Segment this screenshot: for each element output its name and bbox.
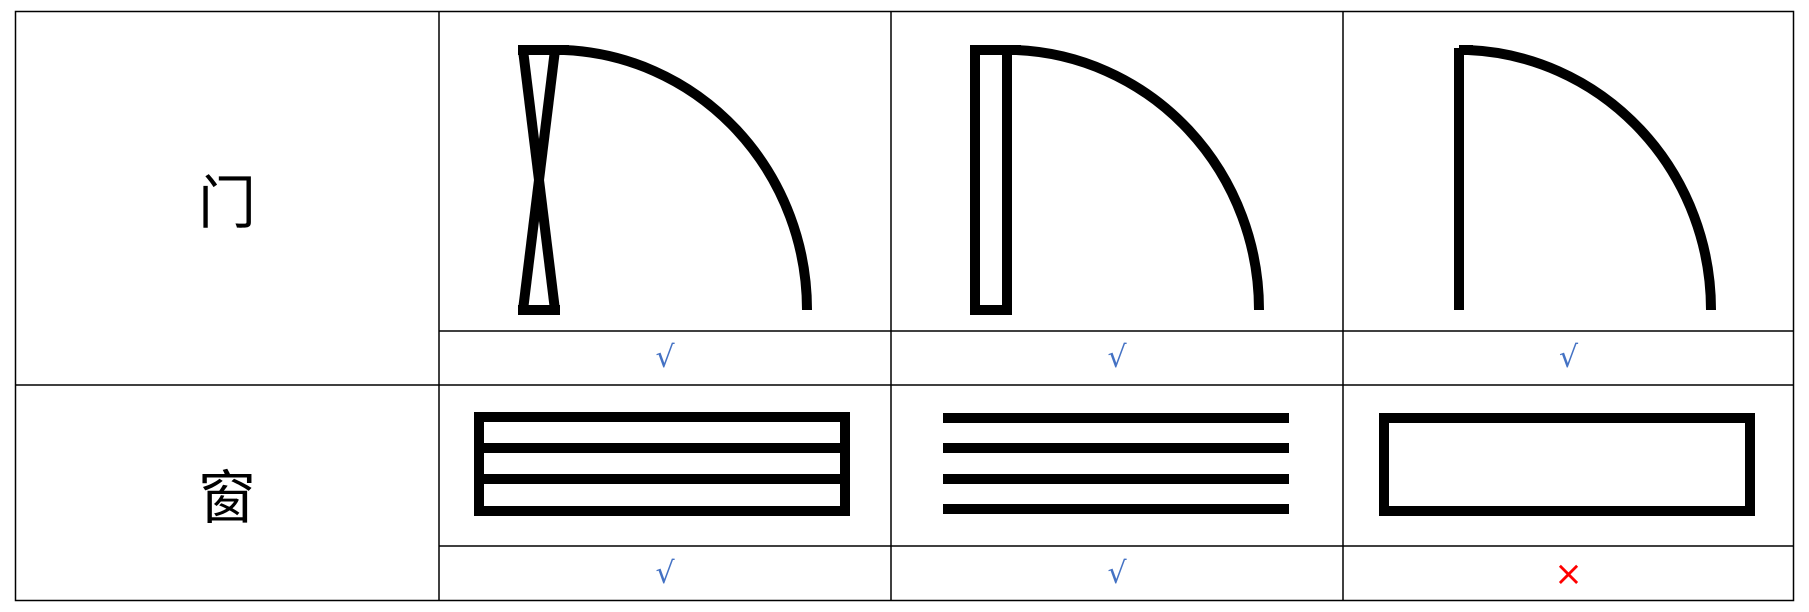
window-symbol-four-lines-icon (943, 413, 1289, 514)
door-mark-1: √ (655, 340, 675, 375)
door-mark-3: √ (1558, 340, 1579, 375)
row-label-window: 窗 (197, 464, 256, 532)
window-mark-3: × (1554, 553, 1583, 594)
door-symbol-single-line-leaf-icon (1454, 45, 1717, 311)
door-symbol-rectangular-leaf-icon (970, 45, 1265, 315)
window-mark-2: √ (1107, 555, 1127, 591)
window-mark-1: √ (655, 555, 675, 591)
door-symbol-hourglass-leaf-icon (518, 45, 813, 315)
row-label-door: 门 (197, 169, 256, 237)
window-symbol-empty-rectangle-icon (1379, 413, 1755, 516)
window-symbol-framed-four-lines-icon (474, 412, 850, 516)
door-mark-2: √ (1107, 340, 1127, 375)
